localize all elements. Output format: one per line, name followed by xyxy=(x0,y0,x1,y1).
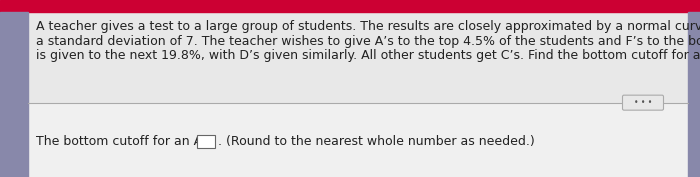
Text: The bottom cutoff for an A is: The bottom cutoff for an A is xyxy=(36,135,220,148)
Text: A teacher gives a test to a large group of students. The results are closely app: A teacher gives a test to a large group … xyxy=(36,20,700,33)
Bar xyxy=(0,0,700,12)
Text: a standard deviation of 7. The teacher wishes to give A’s to the top 4.5% of the: a standard deviation of 7. The teacher w… xyxy=(36,35,700,48)
Bar xyxy=(688,12,700,177)
Text: . (Round to the nearest whole number as needed.): . (Round to the nearest whole number as … xyxy=(218,135,534,148)
Bar xyxy=(0,12,28,177)
Bar xyxy=(28,12,688,103)
Bar xyxy=(197,135,214,148)
Text: is given to the next 19.8%, with D’s given similarly. All other students get C’s: is given to the next 19.8%, with D’s giv… xyxy=(36,49,700,62)
Bar xyxy=(28,103,688,177)
FancyBboxPatch shape xyxy=(622,95,664,110)
Text: • • •: • • • xyxy=(634,98,652,107)
